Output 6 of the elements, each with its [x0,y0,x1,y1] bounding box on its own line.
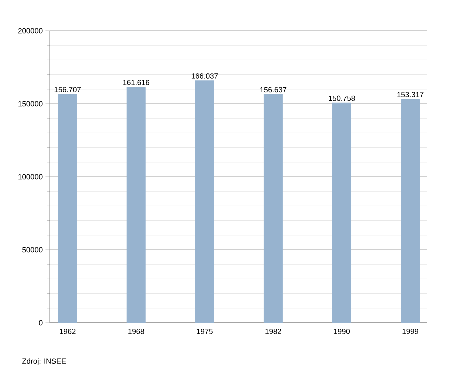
bar [195,80,214,323]
bar [401,99,420,323]
bar [264,94,283,323]
bar [58,94,78,323]
bar [126,87,146,323]
bar [332,102,352,323]
